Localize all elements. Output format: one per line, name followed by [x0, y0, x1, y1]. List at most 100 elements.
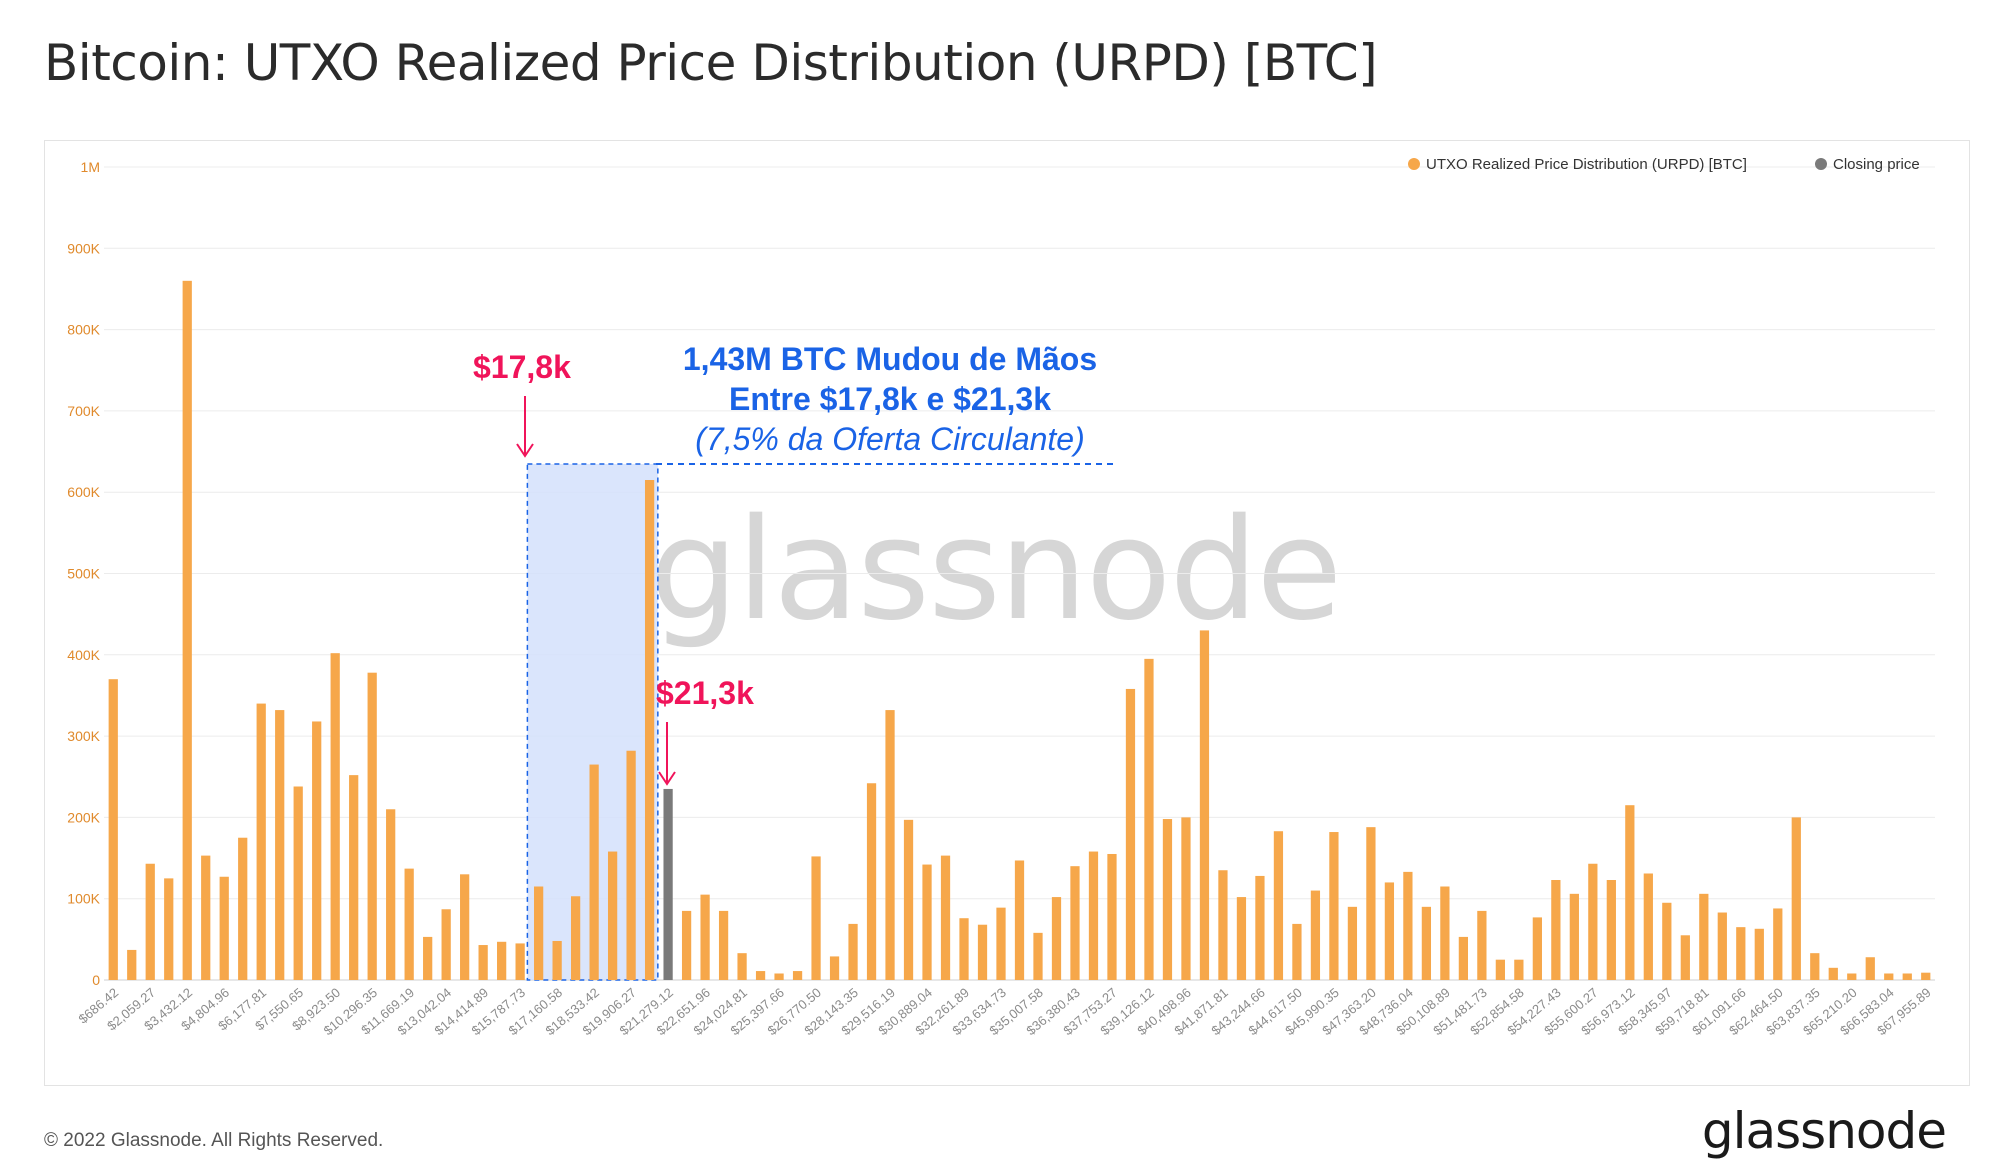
urpd-bar[interactable] [1384, 882, 1395, 980]
urpd-bar[interactable] [1717, 912, 1727, 980]
urpd-bar[interactable] [866, 783, 877, 980]
urpd-bar[interactable] [1218, 870, 1228, 980]
urpd-bar[interactable] [201, 855, 211, 980]
urpd-bar[interactable] [182, 280, 192, 980]
urpd-bar[interactable] [1440, 886, 1450, 980]
urpd-bar[interactable] [127, 949, 137, 980]
urpd-bar[interactable] [1754, 928, 1764, 980]
urpd-bar[interactable] [1014, 860, 1025, 980]
glassnode-logo[interactable]: glassnode [1701, 1102, 1947, 1160]
urpd-bar[interactable] [312, 721, 322, 980]
urpd-bar[interactable] [959, 918, 969, 980]
urpd-bar[interactable] [718, 910, 729, 980]
urpd-bar[interactable] [1458, 936, 1469, 980]
urpd-bar[interactable] [1551, 880, 1561, 980]
urpd-bar[interactable] [977, 924, 988, 980]
urpd-bar[interactable] [774, 973, 784, 980]
urpd-bar[interactable] [811, 856, 821, 980]
urpd-bar[interactable] [1643, 873, 1653, 980]
urpd-bar[interactable] [1902, 973, 1912, 980]
urpd-bar[interactable] [1865, 957, 1875, 980]
urpd-bar[interactable] [1088, 851, 1099, 980]
urpd-bar[interactable] [1329, 832, 1339, 980]
urpd-bar[interactable] [1680, 935, 1690, 980]
urpd-bar[interactable] [478, 945, 488, 980]
urpd-bar[interactable] [922, 864, 932, 980]
urpd-bar[interactable] [1606, 880, 1616, 980]
legend-urpd-label[interactable]: UTXO Realized Price Distribution (URPD) … [1426, 156, 1747, 173]
urpd-bar[interactable] [1181, 817, 1191, 980]
urpd-bar[interactable] [460, 874, 470, 980]
urpd-bar[interactable] [737, 953, 747, 980]
urpd-bar[interactable] [1051, 897, 1062, 980]
closing-price-bar[interactable] [663, 788, 673, 980]
urpd-bar[interactable] [1625, 805, 1635, 980]
urpd-bar[interactable] [534, 886, 544, 980]
urpd-bar[interactable] [903, 819, 914, 980]
urpd-bar[interactable] [1699, 893, 1709, 980]
urpd-bar[interactable] [1255, 875, 1265, 980]
urpd-bar[interactable] [497, 941, 507, 980]
urpd-bar[interactable] [256, 703, 266, 980]
urpd-bar[interactable] [1791, 817, 1801, 980]
urpd-bar[interactable] [1884, 973, 1894, 980]
urpd-bar[interactable] [238, 837, 248, 980]
urpd-bar[interactable] [1162, 819, 1173, 980]
urpd-bar[interactable] [1477, 910, 1487, 980]
urpd-bar[interactable] [386, 809, 396, 980]
urpd-bar[interactable] [644, 480, 655, 980]
urpd-bar[interactable] [1736, 927, 1746, 980]
urpd-bar[interactable] [940, 855, 951, 980]
urpd-bar[interactable] [1569, 893, 1579, 980]
urpd-bar[interactable] [145, 863, 155, 980]
legend[interactable]: UTXO Realized Price Distribution (URPD) … [1408, 156, 1920, 173]
urpd-bar[interactable] [1107, 853, 1117, 980]
urpd-bar[interactable] [330, 653, 340, 980]
urpd-bar[interactable] [1662, 902, 1672, 980]
urpd-bar[interactable] [219, 876, 229, 980]
legend-closing-label[interactable]: Closing price [1833, 156, 1920, 173]
urpd-bar[interactable] [441, 909, 451, 980]
urpd-bar[interactable] [1532, 917, 1542, 980]
urpd-bar[interactable] [848, 923, 858, 980]
urpd-bar[interactable] [1144, 658, 1154, 980]
urpd-bar[interactable] [626, 750, 636, 980]
urpd-bar[interactable] [1588, 863, 1598, 980]
urpd-bar[interactable] [700, 894, 710, 980]
urpd-bar[interactable] [404, 868, 414, 980]
urpd-bar[interactable] [885, 710, 895, 980]
urpd-bar[interactable] [1421, 906, 1432, 980]
urpd-bar[interactable] [108, 679, 118, 980]
urpd-bar[interactable] [1514, 959, 1524, 980]
urpd-bar[interactable] [552, 940, 562, 980]
urpd-bar[interactable] [275, 710, 285, 980]
urpd-bar[interactable] [792, 971, 803, 980]
urpd-bar[interactable] [1199, 630, 1210, 980]
urpd-bar[interactable] [423, 936, 433, 980]
urpd-bar[interactable] [755, 971, 766, 980]
urpd-bar[interactable] [607, 851, 618, 980]
urpd-bar[interactable] [1347, 906, 1358, 980]
urpd-bar[interactable] [829, 956, 840, 980]
urpd-bar[interactable] [1033, 932, 1043, 980]
urpd-bar[interactable] [1495, 959, 1505, 980]
urpd-bar[interactable] [1125, 688, 1136, 980]
urpd-bar[interactable] [1292, 923, 1302, 980]
urpd-bar[interactable] [293, 786, 303, 980]
urpd-bar[interactable] [1273, 831, 1284, 980]
urpd-bar[interactable] [349, 775, 359, 980]
urpd-bar[interactable] [1773, 908, 1783, 980]
urpd-bar[interactable] [367, 672, 377, 980]
urpd-bar[interactable] [164, 878, 174, 980]
urpd-bar[interactable] [1070, 866, 1080, 980]
urpd-bar[interactable] [515, 943, 525, 980]
urpd-bar[interactable] [1847, 973, 1857, 980]
urpd-bar[interactable] [1403, 871, 1413, 980]
urpd-bar[interactable] [1310, 890, 1321, 980]
urpd-bar[interactable] [681, 910, 692, 980]
urpd-bar[interactable] [1236, 897, 1247, 980]
urpd-bar[interactable] [1828, 967, 1838, 980]
urpd-bar[interactable] [1921, 972, 1931, 980]
urpd-bar[interactable] [1810, 953, 1820, 980]
urpd-bar[interactable] [1366, 827, 1376, 980]
